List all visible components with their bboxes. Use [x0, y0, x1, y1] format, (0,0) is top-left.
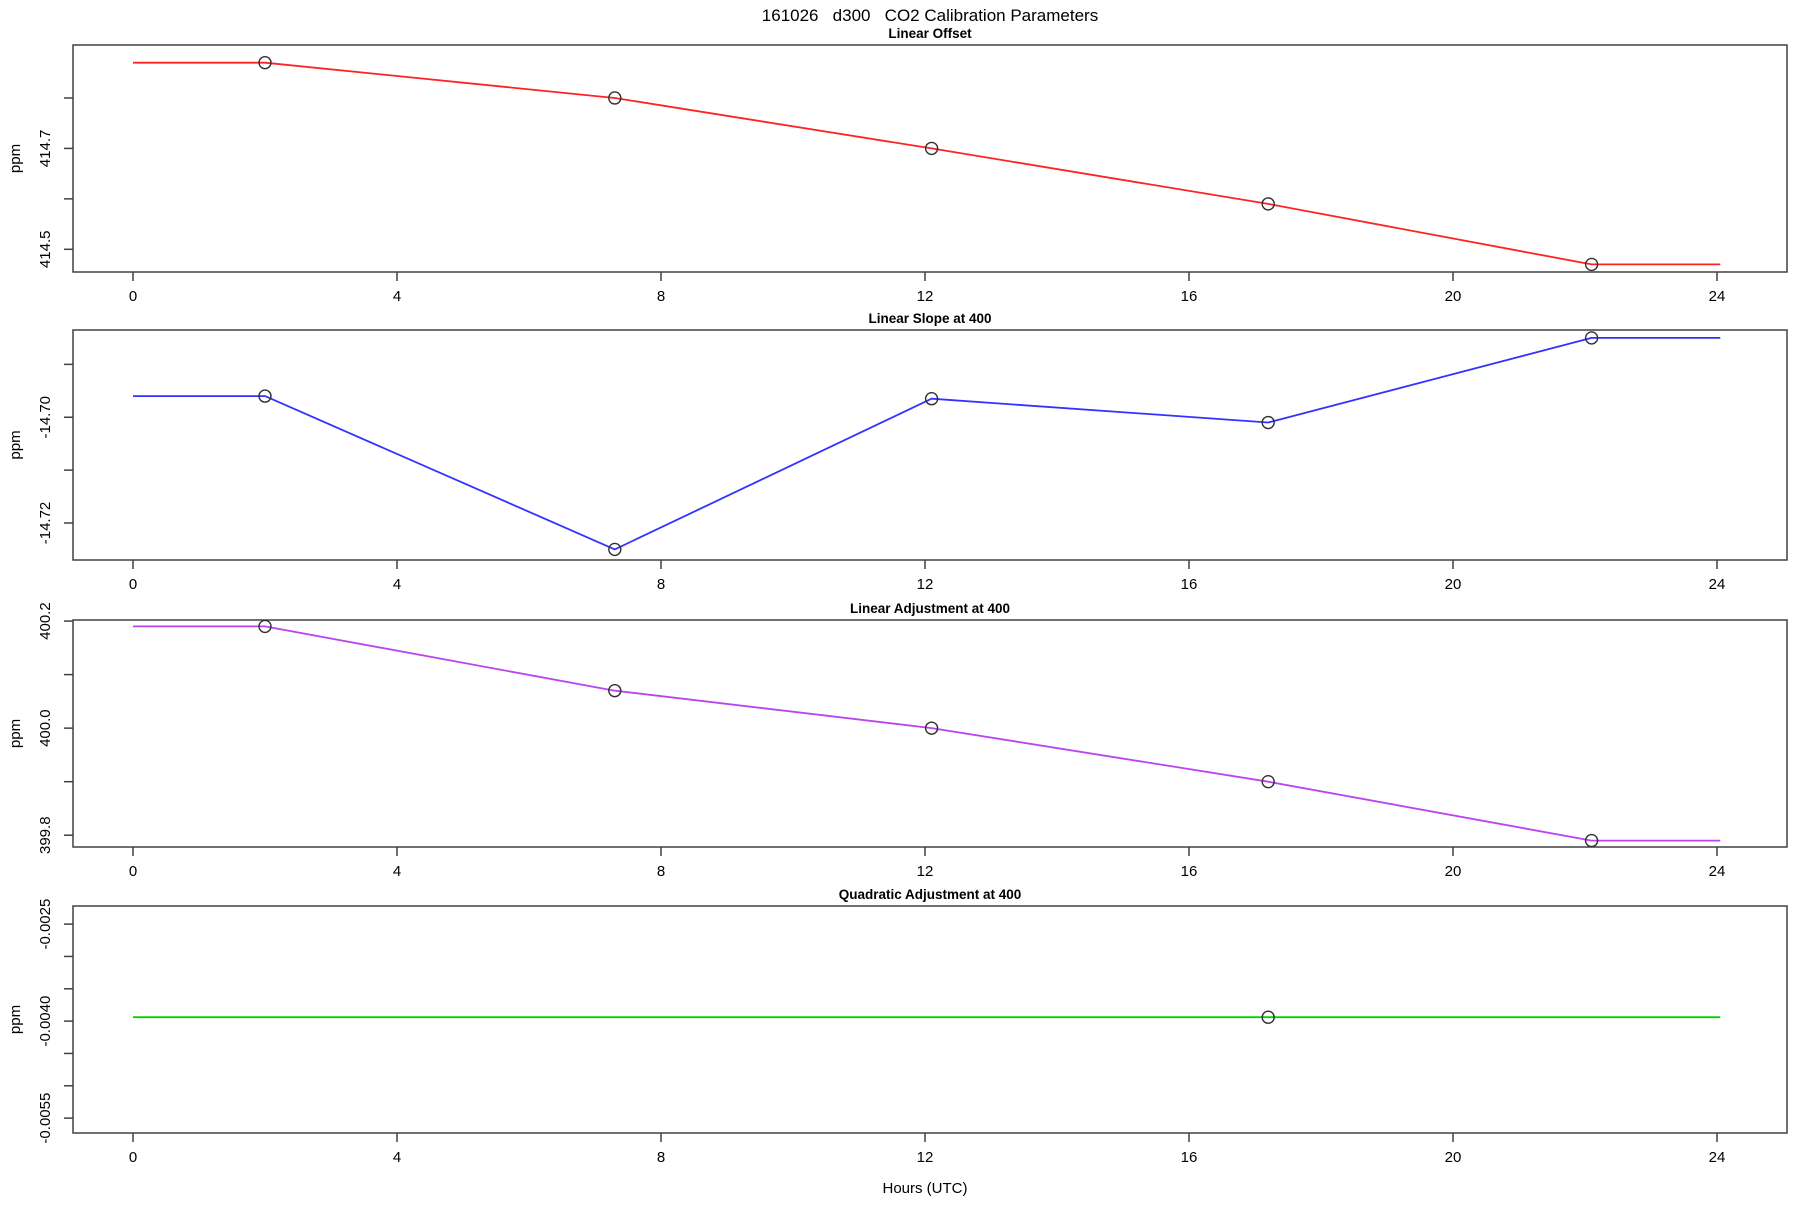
panel-3: Quadratic Adjustment at 400 ppm -0.0055 -0.… — [7, 887, 1788, 1166]
figure-title: 161026 d300 CO2 Calibration Parameters — [762, 6, 1098, 25]
x-tick-label: 16 — [1181, 576, 1198, 593]
series-line — [133, 625, 1721, 842]
plot-box — [72, 329, 1788, 561]
x-tick-label: 8 — [657, 576, 665, 593]
x-tick-label: 20 — [1445, 863, 1462, 880]
x-tick-label: 12 — [917, 288, 934, 305]
data-point-marker — [1261, 774, 1275, 789]
data-point-marker — [1584, 331, 1599, 345]
data-point-marker — [924, 141, 939, 156]
x-tick-label: 20 — [1445, 1149, 1462, 1166]
y-axis-label: ppm — [7, 430, 24, 459]
x-tick-label: 4 — [393, 576, 401, 593]
y-tick-label: -14.70 — [37, 396, 54, 439]
data-point-marker — [924, 721, 939, 735]
data-point-marker — [1584, 257, 1599, 272]
x-tick-label: 8 — [657, 288, 665, 305]
x-tick-label: 12 — [917, 863, 934, 880]
data-point-marker — [258, 389, 272, 403]
y-tick-label: -0.0025 — [37, 899, 54, 950]
data-point-marker — [1584, 833, 1599, 848]
x-tick-label: 12 — [917, 1149, 934, 1166]
y-tick-label: -0.0040 — [37, 996, 54, 1047]
y-tick-label: 414.7 — [37, 130, 54, 168]
x-tick-label: 24 — [1709, 288, 1726, 305]
x-tick-label: 16 — [1181, 288, 1198, 305]
x-tick-label: 16 — [1181, 863, 1198, 880]
panel-title: Linear Slope at 400 — [868, 311, 991, 326]
data-point-marker — [608, 542, 622, 557]
data-point-marker — [258, 55, 272, 70]
x-tick-label: 4 — [393, 1149, 401, 1166]
x-tick-label: 0 — [129, 576, 137, 593]
y-tick-label: 400.0 — [37, 709, 54, 747]
x-tick-label: 16 — [1181, 1149, 1198, 1166]
x-tick-label: 0 — [129, 1149, 137, 1166]
y-tick-label: 400.2 — [37, 602, 54, 640]
series-line — [133, 336, 1721, 551]
y-axis-label: ppm — [7, 719, 24, 748]
plot-box — [72, 44, 1788, 273]
x-tick-label: 24 — [1709, 1149, 1726, 1166]
panel-0: Linear Offset ppm 414.5 414.7 0 4 8 12 16 20 24 — [7, 26, 1788, 305]
x-tick-label: 0 — [129, 288, 137, 305]
x-tick-label: 4 — [393, 863, 401, 880]
panel-title: Linear Offset — [888, 26, 972, 41]
y-axis-label: ppm — [7, 1005, 24, 1034]
y-tick-label: -14.72 — [37, 502, 54, 545]
x-tick-label: 24 — [1709, 863, 1726, 880]
panel-1: Linear Slope at 400 ppm -14.72 -14.70 0 4 8 12 1… — [7, 311, 1788, 593]
data-point-marker — [608, 91, 622, 105]
x-tick-label: 12 — [917, 576, 934, 593]
y-tick-label: 399.8 — [37, 816, 54, 854]
data-point-marker — [608, 683, 622, 698]
y-tick-label: 414.5 — [37, 231, 54, 269]
x-tick-label: 4 — [393, 288, 401, 305]
plot-box — [72, 905, 1788, 1134]
panel-title: Linear Adjustment at 400 — [850, 601, 1010, 616]
data-point-marker — [1261, 197, 1275, 211]
x-tick-label: 0 — [129, 863, 137, 880]
x-tick-label: 8 — [657, 863, 665, 880]
data-point-marker — [924, 392, 939, 406]
y-tick-label: -0.0055 — [37, 1093, 54, 1144]
y-axis-label: ppm — [7, 144, 24, 173]
x-tick-label: 24 — [1709, 576, 1726, 593]
data-point-marker — [258, 619, 272, 634]
plot-box — [72, 619, 1788, 848]
data-point-marker — [1261, 415, 1275, 430]
x-tick-label: 20 — [1445, 288, 1462, 305]
x-axis-title: Hours (UTC) — [883, 1180, 968, 1197]
x-tick-label: 8 — [657, 1149, 665, 1166]
series-line — [133, 61, 1721, 266]
panel-title: Quadratic Adjustment at 400 — [839, 887, 1022, 902]
panel-2: Linear Adjustment at 400 ppm 399.8 400.0 400… — [7, 601, 1788, 880]
x-tick-label: 20 — [1445, 576, 1462, 593]
data-point-marker — [1261, 1010, 1275, 1024]
